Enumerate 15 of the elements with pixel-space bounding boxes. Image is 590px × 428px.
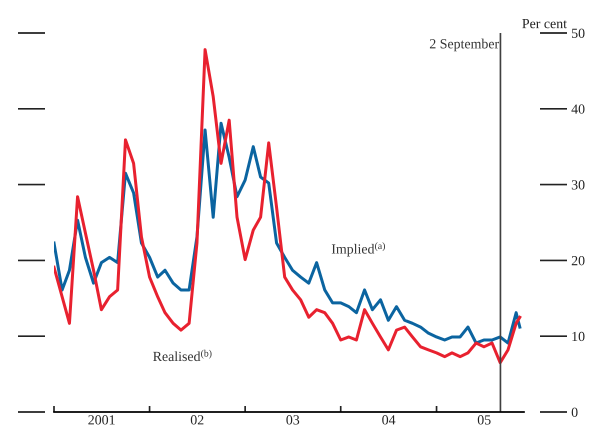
y-tick-label: 30 [572,180,585,190]
ref-line-label: 2 September [430,38,500,52]
x-tick-label: 2001 [88,415,115,425]
series-label: Realised$^{(b)}$ [153,350,212,362]
y-tick-label: 40 [571,104,585,114]
y-tick-label: 10 [572,332,585,342]
series-label: Implied$^{(a)}$ [332,242,385,256]
y-tick-label: 50 [572,28,585,38]
y-tick-label: 20 [572,256,585,266]
x-tick-label: 05 [478,415,491,425]
x-tick-label: 03 [286,415,300,425]
y-tick-label: 0 [572,408,578,417]
x-tick-label: 04 [382,415,396,425]
x-tick-label: 02 [190,415,204,425]
y-axis-title: Per cent [522,19,567,28]
